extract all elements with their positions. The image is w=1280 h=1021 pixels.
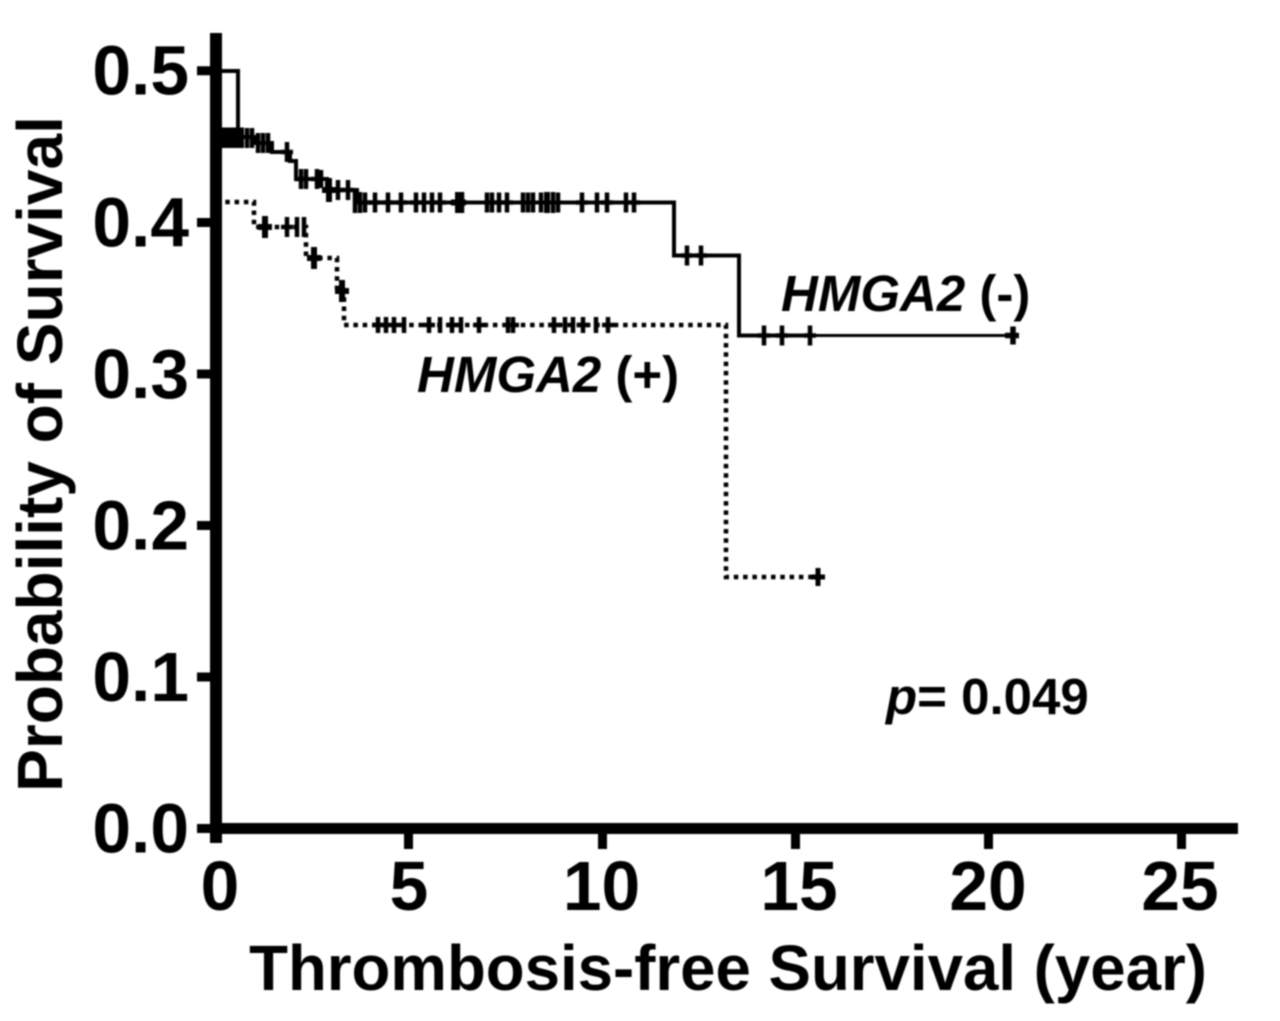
svg-text:15: 15 bbox=[760, 847, 837, 925]
svg-text:p= 0.049: p= 0.049 bbox=[884, 668, 1089, 725]
svg-text:0.4: 0.4 bbox=[92, 184, 189, 262]
svg-text:0.3: 0.3 bbox=[92, 335, 189, 413]
svg-text:Probability of Survival: Probability of Survival bbox=[4, 116, 76, 792]
svg-text:Thrombosis-free Survival (year: Thrombosis-free Survival (year) bbox=[249, 933, 1207, 1004]
svg-text:HMGA2 (+): HMGA2 (+) bbox=[417, 346, 679, 403]
svg-text:0.2: 0.2 bbox=[92, 487, 189, 565]
svg-text:0.0: 0.0 bbox=[92, 790, 189, 868]
svg-text:0.1: 0.1 bbox=[92, 638, 189, 716]
svg-text:20: 20 bbox=[949, 847, 1026, 925]
svg-text:5: 5 bbox=[390, 847, 429, 925]
svg-text:0.5: 0.5 bbox=[92, 32, 189, 110]
svg-text:10: 10 bbox=[563, 847, 640, 925]
svg-text:25: 25 bbox=[1141, 847, 1218, 925]
svg-text:HMGA2 (-): HMGA2 (-) bbox=[781, 265, 1030, 322]
svg-text:0: 0 bbox=[201, 847, 240, 925]
